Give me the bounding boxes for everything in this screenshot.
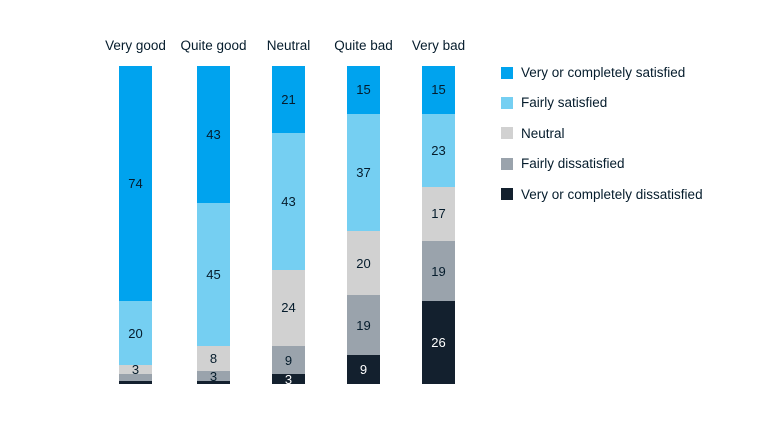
value-label: 24	[281, 300, 296, 316]
legend-label: Very or completely satisfied	[521, 65, 686, 80]
value-label: 19	[431, 263, 446, 279]
category-label: Very good	[105, 38, 166, 53]
value-label: 23	[431, 142, 446, 158]
bar-segment: 15	[347, 66, 380, 114]
bar-segment: 21	[272, 66, 305, 133]
value-label: 20	[356, 255, 371, 271]
legend-item: Very or completely dissatisfied	[501, 186, 703, 202]
value-label: 26	[431, 335, 446, 351]
value-label: 20	[128, 325, 143, 341]
bar-segment: 9	[347, 355, 380, 384]
bar-segment: 74	[119, 66, 152, 302]
legend-item: Fairly dissatisfied	[501, 156, 625, 172]
bar-segment: 37	[347, 113, 380, 232]
bar-segment: 15	[422, 66, 455, 114]
stacked-bar-quite-bad: 15 37 20 19 9	[347, 66, 380, 384]
bar-segment: 19	[422, 240, 455, 302]
stacked-bar-quite-good: 43 45 8 3	[197, 66, 230, 384]
legend-label: Fairly dissatisfied	[521, 156, 625, 172]
bar-segment: 43	[272, 132, 305, 270]
value-label: 43	[206, 126, 221, 142]
category-label: Quite good	[180, 38, 247, 53]
bar-segment: 20	[119, 301, 152, 365]
bar-segment: 45	[197, 202, 230, 346]
stacked-bar-neutral: 21 43 24 9 3	[272, 66, 305, 387]
value-label: 9	[284, 352, 293, 368]
bar-segment: 19	[347, 294, 380, 356]
value-label: 19	[356, 317, 371, 333]
value-label: 8	[209, 351, 218, 367]
value-label: 3	[209, 368, 218, 384]
bar-segment: 26	[422, 301, 455, 384]
value-label: 3	[284, 371, 293, 387]
value-label: 74	[128, 176, 143, 192]
bar-segment	[119, 374, 152, 381]
category-label: Neutral	[266, 38, 311, 53]
value-label: 21	[281, 91, 296, 107]
value-label: 3	[131, 362, 140, 378]
bar-segment: 24	[272, 269, 305, 346]
value-label: 37	[356, 165, 371, 181]
legend-swatch-icon	[501, 188, 513, 201]
bar-segment: 9	[272, 345, 305, 375]
legend-label: Very or completely dissatisfied	[521, 186, 703, 202]
value-label: 17	[431, 206, 446, 222]
bar-segment: 23	[422, 113, 455, 187]
legend-label: Neutral	[521, 125, 565, 141]
value-label: 9	[359, 362, 368, 378]
category-label: Quite bad	[334, 38, 393, 53]
bar-segment: 8	[197, 345, 230, 372]
bar-segment: 20	[347, 231, 380, 295]
legend-item: Fairly satisfied	[501, 95, 608, 111]
bar-segment: 3	[272, 371, 305, 387]
value-label: 15	[356, 82, 371, 98]
bar-segment	[119, 380, 152, 384]
value-label: 43	[281, 193, 296, 209]
legend-item: Neutral	[501, 125, 565, 141]
legend-swatch-icon	[501, 66, 513, 79]
bar-segment: 3	[119, 362, 152, 378]
stacked-bar-very-bad: 15 23 17 19 26	[422, 66, 455, 384]
bar-segment	[197, 380, 230, 384]
legend-swatch-icon	[501, 127, 513, 140]
legend-swatch-icon	[501, 157, 513, 170]
value-label: 15	[431, 82, 446, 98]
bar-segment: 43	[197, 66, 230, 203]
legend-item: Very or completely satisfied	[501, 65, 686, 80]
category-label: Very bad	[411, 38, 466, 53]
value-label: 45	[206, 266, 221, 282]
stacked-bar-very-good: 74 20 3	[119, 66, 152, 384]
legend-label: Fairly satisfied	[521, 95, 608, 111]
bar-segment: 3	[197, 368, 230, 384]
legend-swatch-icon	[501, 96, 513, 109]
bar-segment: 17	[422, 186, 455, 241]
